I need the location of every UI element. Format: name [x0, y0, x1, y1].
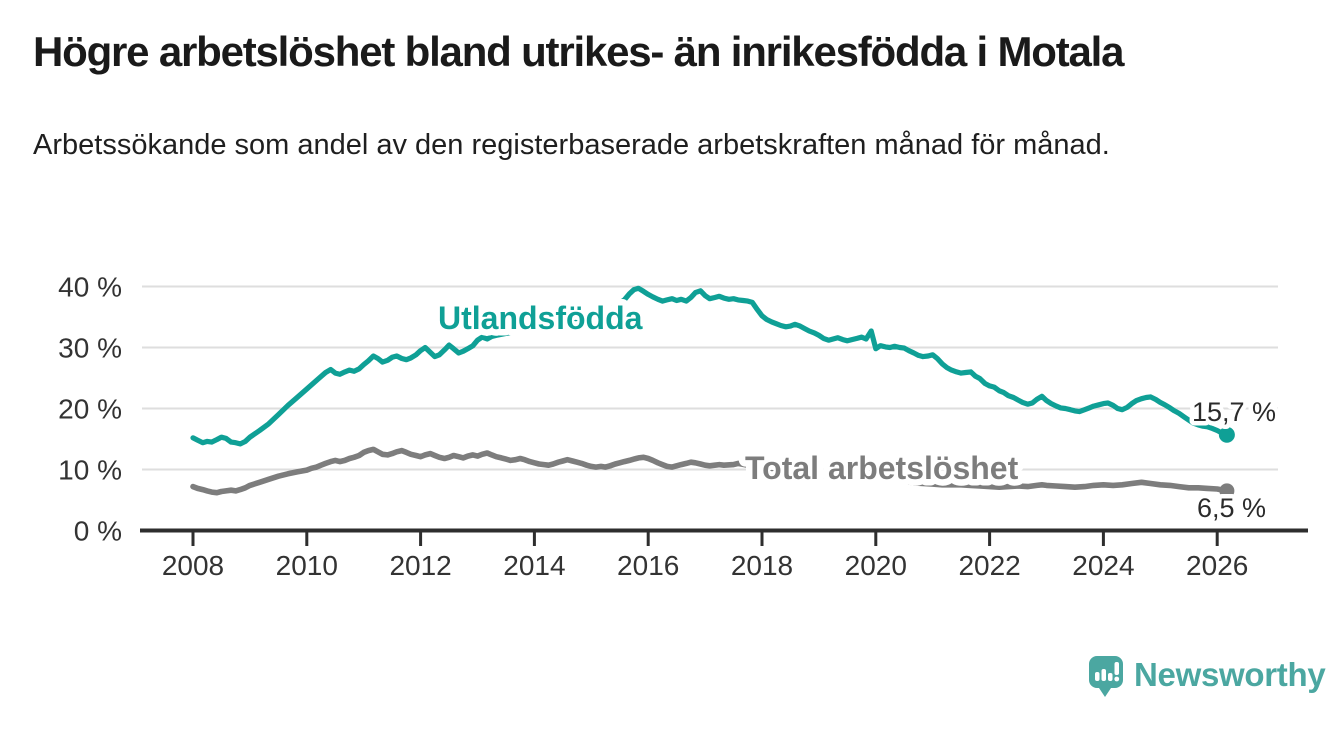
y-axis-labels: 0 % 10 % 20 % 30 % 40 % — [58, 272, 122, 547]
end-value-label-total: 6,5 % — [1197, 493, 1266, 523]
series-label-utlandsfodda: Utlandsfödda — [438, 300, 643, 336]
x-axis-tick-label: 2018 — [731, 550, 793, 581]
x-axis-tick-label: 2016 — [617, 550, 679, 581]
x-axis-tick-label: 2026 — [1186, 550, 1248, 581]
newsworthy-bubble-chart-icon — [1089, 656, 1123, 697]
series-labels: Utlandsfödda Total arbetslöshet — [432, 294, 1026, 493]
y-axis-tick-label: 10 % — [58, 455, 122, 486]
x-axis-tick-label: 2014 — [503, 550, 565, 581]
series-label-total: Total arbetslöshet — [745, 450, 1019, 486]
y-axis-tick-label: 0 % — [74, 516, 122, 547]
data-series — [190, 285, 1230, 496]
series-line-utlandsfodda — [190, 285, 1230, 447]
x-axis — [140, 528, 1308, 546]
x-axis-labels: 2008 2010 2012 2014 2016 2018 2020 2022 2024 2026 — [162, 550, 1248, 581]
newsworthy-logo-text: Newsworthy — [1134, 655, 1326, 693]
newsworthy-logo: Newsworthy — [1088, 655, 1326, 703]
series-end-dots — [1218, 426, 1235, 499]
x-axis-tick-label: 2022 — [958, 550, 1020, 581]
page-title: Högre arbetslöshet bland utrikes- än inr… — [33, 28, 1125, 75]
y-axis-tick-label: 20 % — [58, 394, 122, 425]
series-end-dot-total — [1219, 483, 1235, 499]
x-axis-tick-label: 2008 — [162, 550, 224, 581]
y-axis-tick-label: 30 % — [58, 333, 122, 364]
x-axis-tick-label: 2020 — [845, 550, 907, 581]
y-axis-tick-label: 40 % — [58, 272, 122, 303]
gridlines — [142, 285, 1278, 471]
end-value-annotations: 15,7 % 6,5 % — [1188, 393, 1281, 528]
chart-subtitle: Arbetssökande som andel av den registerb… — [33, 129, 1110, 161]
series-line-total — [190, 446, 1230, 496]
x-axis-tick-label: 2010 — [276, 550, 338, 581]
end-value-label-utlandsfodda: 15,7 % — [1192, 397, 1276, 427]
x-axis-tick-label: 2024 — [1072, 550, 1134, 581]
x-axis-tick-label: 2012 — [389, 550, 451, 581]
series-end-dot-utlandsfodda — [1218, 426, 1235, 443]
